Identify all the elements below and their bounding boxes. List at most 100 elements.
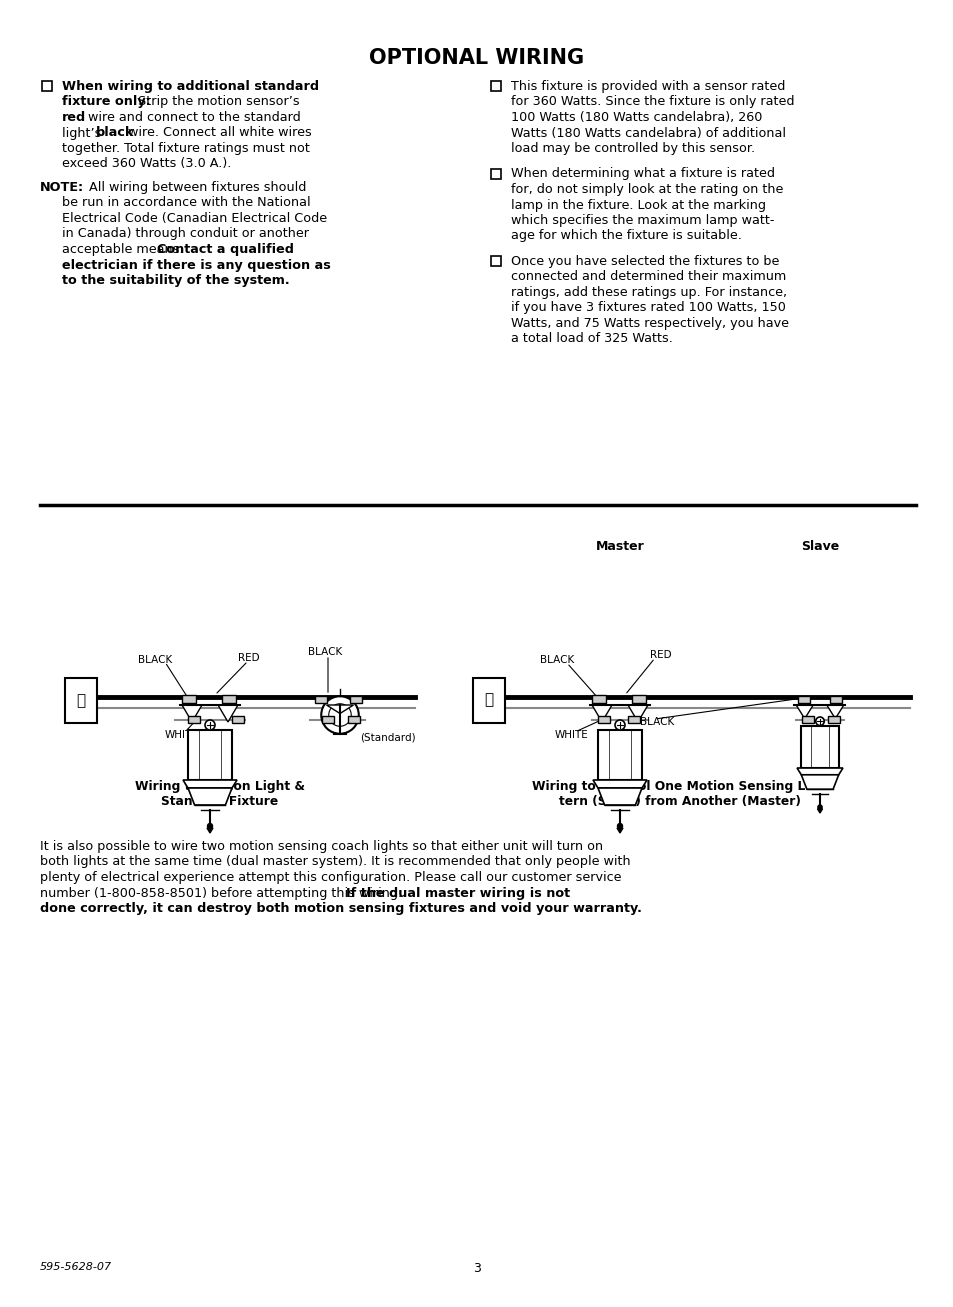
Bar xyxy=(188,716,200,723)
Text: (Standard): (Standard) xyxy=(359,733,416,742)
Text: be run in accordance with the National: be run in accordance with the National xyxy=(62,196,311,209)
Bar xyxy=(827,716,840,723)
Bar xyxy=(314,697,327,703)
Text: both lights at the same time (dual master system). It is recommended that only p: both lights at the same time (dual maste… xyxy=(40,856,630,868)
Bar xyxy=(797,697,809,703)
Text: OPTIONAL WIRING: OPTIONAL WIRING xyxy=(369,48,584,68)
Text: which specifies the maximum lamp watt-: which specifies the maximum lamp watt- xyxy=(511,214,774,227)
Text: It is also possible to wire two motion sensing coach lights so that either unit : It is also possible to wire two motion s… xyxy=(40,840,602,853)
Text: Wiring to Control One Motion Sensing Lan-
tern (Slave) from Another (Master): Wiring to Control One Motion Sensing Lan… xyxy=(532,780,827,808)
Text: if you have 3 fixtures rated 100 Watts, 150: if you have 3 fixtures rated 100 Watts, … xyxy=(511,302,785,315)
Text: BLACK: BLACK xyxy=(138,655,172,665)
Text: load may be controlled by this sensor.: load may be controlled by this sensor. xyxy=(511,142,755,156)
Circle shape xyxy=(329,703,351,727)
Text: Strip the motion sensor’s: Strip the motion sensor’s xyxy=(133,95,299,108)
Text: light’s: light’s xyxy=(62,127,105,140)
Text: Master: Master xyxy=(595,540,643,553)
Text: 595-5628-07: 595-5628-07 xyxy=(40,1263,112,1272)
Text: red: red xyxy=(62,111,86,124)
Polygon shape xyxy=(218,704,237,721)
Text: acceptable means.: acceptable means. xyxy=(62,243,188,256)
Bar xyxy=(350,697,361,703)
Polygon shape xyxy=(592,704,612,721)
Polygon shape xyxy=(627,704,647,721)
Polygon shape xyxy=(801,775,838,789)
Bar xyxy=(188,731,232,780)
Text: When wiring to additional standard: When wiring to additional standard xyxy=(62,80,319,93)
Text: 100 Watts (180 Watts candelabra), 260: 100 Watts (180 Watts candelabra), 260 xyxy=(511,111,761,124)
Text: age for which the fixture is suitable.: age for which the fixture is suitable. xyxy=(511,230,741,243)
Bar xyxy=(801,716,813,723)
Polygon shape xyxy=(817,809,821,813)
Text: Wiring to Motion Light &
Standard Fixture: Wiring to Motion Light & Standard Fixtur… xyxy=(135,780,305,808)
Text: for, do not simply look at the rating on the: for, do not simply look at the rating on… xyxy=(511,183,782,196)
Bar xyxy=(232,716,244,723)
Circle shape xyxy=(615,720,624,731)
Text: BLACK: BLACK xyxy=(639,718,674,727)
Text: Watts, and 75 Watts respectively, you have: Watts, and 75 Watts respectively, you ha… xyxy=(511,318,788,329)
Polygon shape xyxy=(593,780,646,788)
Text: ⎑: ⎑ xyxy=(484,693,493,707)
Bar xyxy=(631,695,645,703)
Text: fixture only:: fixture only: xyxy=(62,95,151,108)
Polygon shape xyxy=(188,788,232,805)
Polygon shape xyxy=(207,829,213,833)
Bar xyxy=(598,716,609,723)
Circle shape xyxy=(815,718,823,725)
Bar xyxy=(182,695,195,703)
Text: RED: RED xyxy=(237,654,259,663)
Circle shape xyxy=(817,805,821,809)
Text: wire. Connect all white wires: wire. Connect all white wires xyxy=(124,127,312,140)
Text: plenty of electrical experience attempt this configuration. Please call our cust: plenty of electrical experience attempt … xyxy=(40,870,620,884)
Bar xyxy=(42,81,52,91)
Bar xyxy=(473,678,504,723)
Circle shape xyxy=(208,823,213,829)
Text: Electrical Code (Canadian Electrical Code: Electrical Code (Canadian Electrical Cod… xyxy=(62,212,327,225)
Polygon shape xyxy=(182,704,202,721)
Circle shape xyxy=(205,720,214,731)
Text: to the suitability of the system.: to the suitability of the system. xyxy=(62,274,290,288)
Bar xyxy=(491,256,500,267)
Bar xyxy=(491,81,500,91)
Text: BLACK: BLACK xyxy=(539,655,574,665)
Bar xyxy=(322,716,334,723)
Text: for 360 Watts. Since the fixture is only rated: for 360 Watts. Since the fixture is only… xyxy=(511,95,794,108)
Polygon shape xyxy=(796,769,842,775)
Text: NOTE:: NOTE: xyxy=(40,180,84,193)
Text: If the dual master wiring is not: If the dual master wiring is not xyxy=(346,886,570,899)
Bar xyxy=(348,716,359,723)
Polygon shape xyxy=(183,780,236,788)
Text: Watts (180 Watts candelabra) of additional: Watts (180 Watts candelabra) of addition… xyxy=(511,127,785,140)
Bar xyxy=(627,716,639,723)
Text: done correctly, it can destroy both motion sensing fixtures and void your warran: done correctly, it can destroy both moti… xyxy=(40,902,641,915)
Text: number (1-800-858-8501) before attempting this wiring.: number (1-800-858-8501) before attemptin… xyxy=(40,886,406,899)
Bar xyxy=(829,697,841,703)
Polygon shape xyxy=(617,829,622,833)
Text: BLACK: BLACK xyxy=(308,647,342,657)
Text: ⎑: ⎑ xyxy=(76,693,86,708)
Text: together. Total fixture ratings must not: together. Total fixture ratings must not xyxy=(62,142,310,156)
Text: RED: RED xyxy=(649,650,671,660)
Text: electrician if there is any question as: electrician if there is any question as xyxy=(62,259,331,272)
Bar xyxy=(222,695,235,703)
Polygon shape xyxy=(598,788,641,805)
Text: All wiring between fixtures should: All wiring between fixtures should xyxy=(85,180,306,193)
Bar xyxy=(598,731,641,780)
Circle shape xyxy=(321,697,358,733)
Text: 3: 3 xyxy=(473,1263,480,1276)
Bar xyxy=(592,695,605,703)
Text: Contact a qualified: Contact a qualified xyxy=(157,243,294,256)
Bar xyxy=(491,169,500,179)
Text: wire and connect to the standard: wire and connect to the standard xyxy=(84,111,300,124)
Text: black: black xyxy=(96,127,134,140)
Text: a total load of 325 Watts.: a total load of 325 Watts. xyxy=(511,332,672,345)
Text: connected and determined their maximum: connected and determined their maximum xyxy=(511,271,785,284)
Polygon shape xyxy=(796,704,812,719)
Text: Slave: Slave xyxy=(800,540,839,553)
Bar xyxy=(65,678,97,723)
Bar xyxy=(801,725,838,769)
Polygon shape xyxy=(826,704,842,719)
Polygon shape xyxy=(326,704,354,714)
Text: Once you have selected the fixtures to be: Once you have selected the fixtures to b… xyxy=(511,255,779,268)
Text: When determining what a fixture is rated: When determining what a fixture is rated xyxy=(511,167,774,180)
